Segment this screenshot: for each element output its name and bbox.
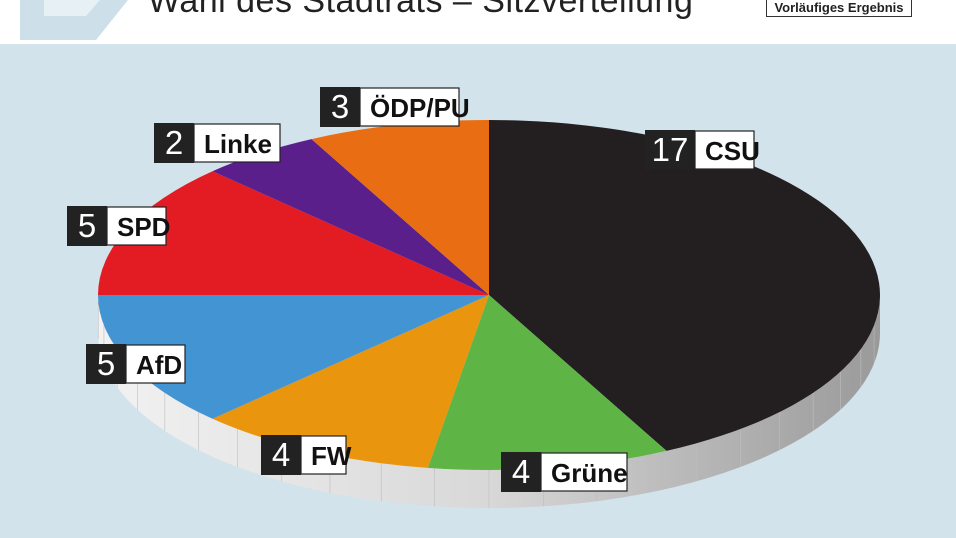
seat-count-box <box>86 344 126 384</box>
seat-count-box <box>645 130 695 170</box>
party-name: ÖDP/PU <box>370 93 470 123</box>
party-name-box <box>106 206 167 246</box>
party-name: FW <box>311 441 352 471</box>
slice-label-linke: 2 Linke <box>154 123 281 163</box>
chart-title: Wahl des Stadtrats – Sitzverteilung <box>148 0 694 20</box>
slice-label-spd: 5 SPD <box>67 206 170 246</box>
slice-label-csu: 17 CSU <box>645 130 760 170</box>
status-badge: Vorläufiges Ergebnis <box>766 0 912 17</box>
party-name-box <box>125 344 186 384</box>
party-name-box <box>694 130 755 170</box>
pie-slice-csu <box>489 120 881 451</box>
party-name: Grüne <box>551 458 628 488</box>
seat-count-box <box>154 123 194 163</box>
pie-slice-afd <box>98 295 489 419</box>
seat-count: 2 <box>165 124 183 161</box>
party-name-box <box>540 452 628 492</box>
pie-slice-linke <box>212 139 490 295</box>
pie-slice-dp-pu <box>311 120 489 295</box>
party-name: CSU <box>705 136 760 166</box>
seat-count: 4 <box>512 453 530 490</box>
seat-count: 5 <box>78 207 96 244</box>
pie-slice-fw <box>212 295 490 468</box>
party-name: SPD <box>117 212 170 242</box>
seat-count: 4 <box>272 436 290 473</box>
slice-label-afd: 5 AfD <box>86 344 186 384</box>
logo-icon <box>20 0 128 40</box>
seat-count-box <box>67 206 107 246</box>
pie-slice-spd <box>98 171 489 295</box>
seat-count-box <box>261 435 301 475</box>
party-name-box <box>359 87 460 127</box>
seat-count: 5 <box>97 345 115 382</box>
seat-count-box <box>320 87 360 127</box>
party-name-box <box>300 435 347 475</box>
party-name: AfD <box>136 350 182 380</box>
pie-labels: 17 CSU 4 Grüne 4 FW 5 AfD 5 SPD 2 Linke 3 ÖDP/PU <box>67 87 760 492</box>
seat-count: 17 <box>652 131 689 168</box>
party-name-box <box>193 123 281 163</box>
slice-label-gr-ne: 4 Grüne <box>501 452 628 492</box>
slice-label-dp-pu: 3 ÖDP/PU <box>320 87 470 127</box>
seat-count-box <box>501 452 541 492</box>
header-bar: Wahl des Stadtrats – Sitzverteilung Vorl… <box>0 0 956 44</box>
pie-slice-gr-ne <box>427 295 667 470</box>
slice-label-fw: 4 FW <box>261 435 352 475</box>
pie-slices <box>98 120 881 470</box>
party-name: Linke <box>204 129 272 159</box>
seat-count: 3 <box>331 88 349 125</box>
